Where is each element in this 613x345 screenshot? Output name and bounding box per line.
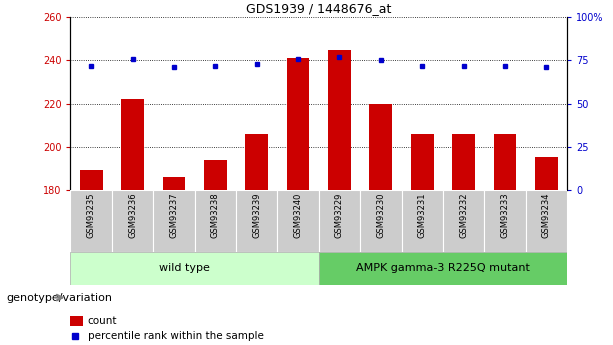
Text: genotype/variation: genotype/variation [6,293,112,303]
Bar [493,134,516,190]
Text: GSM93233: GSM93233 [500,193,509,238]
Title: GDS1939 / 1448676_at: GDS1939 / 1448676_at [246,2,392,15]
Bar [402,190,443,252]
Text: GSM93237: GSM93237 [169,193,178,238]
Bar [153,190,195,252]
Text: GSM93239: GSM93239 [252,193,261,238]
Text: GSM93240: GSM93240 [294,193,303,238]
Bar [328,50,351,190]
Bar [236,190,277,252]
Bar [360,190,402,252]
Text: GSM93231: GSM93231 [417,193,427,238]
Bar [121,99,144,190]
Text: GSM93232: GSM93232 [459,193,468,238]
Bar [112,190,153,252]
Text: AMPK gamma-3 R225Q mutant: AMPK gamma-3 R225Q mutant [356,263,530,273]
Bar [80,170,102,190]
Bar [443,190,484,252]
Bar [535,157,558,190]
Text: GSM93235: GSM93235 [86,193,96,238]
Text: GSM93234: GSM93234 [542,193,551,238]
Bar [319,252,567,285]
Bar [370,104,392,190]
Bar [411,134,433,190]
Bar [195,190,236,252]
Bar [245,134,268,190]
Bar [70,252,319,285]
Bar [319,190,360,252]
Text: GSM93238: GSM93238 [211,193,220,238]
Bar [526,190,567,252]
Bar [277,190,319,252]
Bar [287,58,310,190]
Bar [162,177,185,190]
Bar [204,159,227,190]
Text: wild type: wild type [159,263,210,273]
Text: GSM93229: GSM93229 [335,193,344,238]
Bar [484,190,526,252]
Text: GSM93236: GSM93236 [128,193,137,238]
Text: count: count [88,316,117,326]
Text: percentile rank within the sample: percentile rank within the sample [88,332,264,341]
Bar [452,134,475,190]
Bar [70,316,83,326]
Bar [70,190,112,252]
Text: GSM93230: GSM93230 [376,193,386,238]
